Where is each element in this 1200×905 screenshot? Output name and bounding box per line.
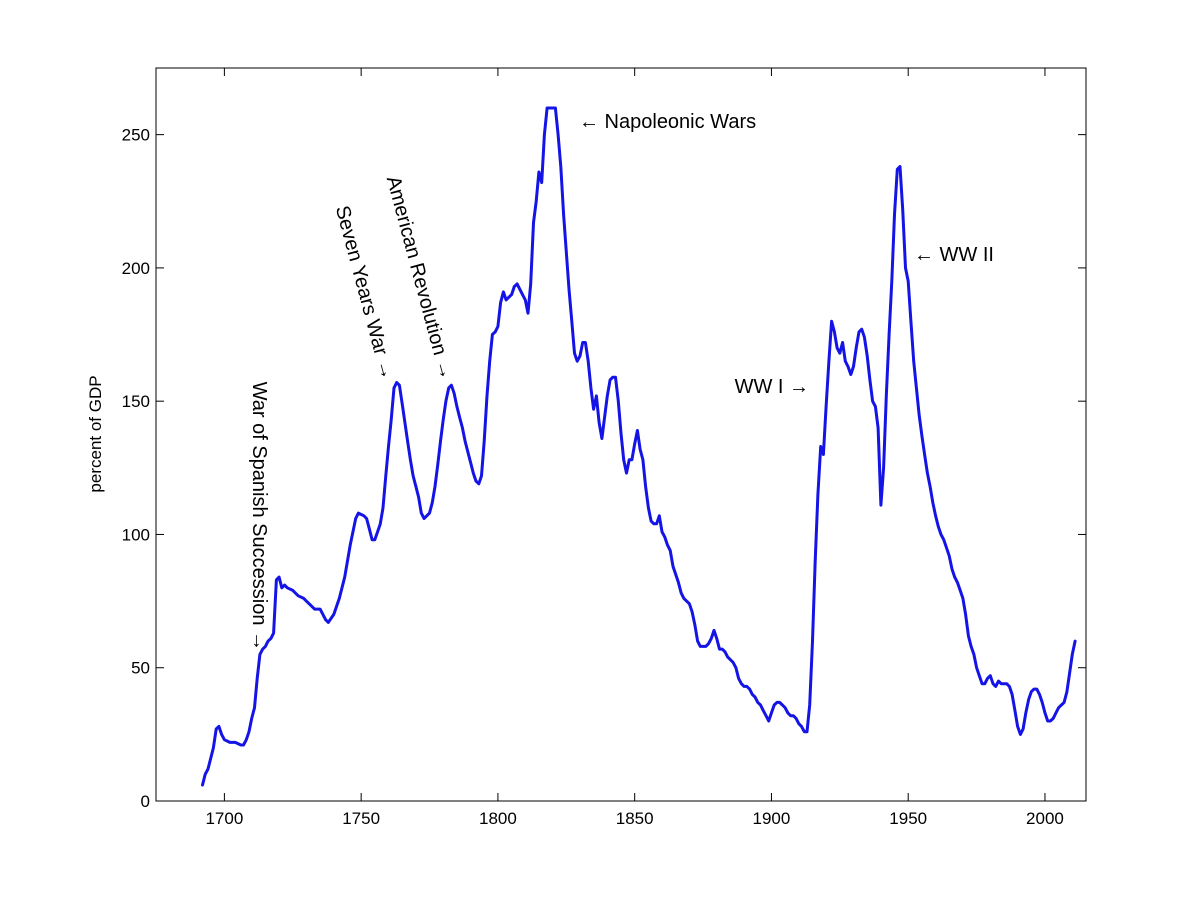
y-tick-label: 150 — [122, 392, 150, 411]
x-tick-label: 1950 — [889, 809, 927, 828]
annotation-ww-ii: ← WW II — [914, 244, 994, 266]
series-line-debt-percent-gdp — [201, 106, 1077, 787]
y-tick-label: 0 — [141, 792, 150, 811]
y-axis-title: percent of GDP — [86, 375, 105, 492]
x-axis-ticks: 1700 1750 1800 1850 1900 1950 2000 — [205, 68, 1064, 828]
y-axis-ticks: 0 50 100 150 200 250 — [122, 126, 1086, 811]
x-tick-label: 1700 — [205, 809, 243, 828]
annotation-war-of-spanish-succession: War of Spanish Succession → — [248, 382, 270, 651]
y-tick-label: 100 — [122, 525, 150, 544]
x-tick-label: 1850 — [616, 809, 654, 828]
x-tick-label: 1750 — [342, 809, 380, 828]
y-tick-label: 50 — [131, 659, 150, 678]
y-tick-label: 200 — [122, 259, 150, 278]
annotation-ww-i: WW I → — [735, 376, 809, 398]
x-tick-label: 1900 — [753, 809, 791, 828]
y-tick-label: 250 — [122, 126, 150, 145]
x-tick-label: 2000 — [1026, 809, 1064, 828]
annotation-napoleonic-wars: ← Napoleonic Wars — [579, 111, 756, 133]
x-tick-label: 1800 — [479, 809, 517, 828]
